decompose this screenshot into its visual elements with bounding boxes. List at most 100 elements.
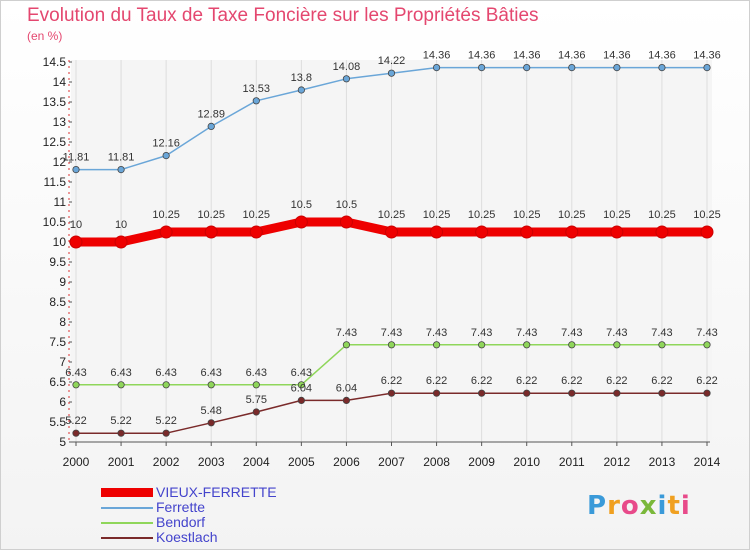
y-tick-label: 8.5: [49, 295, 66, 309]
x-tick-label: 2005: [288, 455, 315, 469]
data-point: [565, 225, 579, 239]
data-label: 10: [70, 219, 82, 231]
data-label: 14.08: [333, 61, 361, 73]
data-label: 14.36: [468, 50, 496, 62]
data-label: 13.8: [291, 72, 312, 84]
data-point: [613, 63, 621, 72]
data-label: 10.25: [468, 209, 496, 221]
x-tick-label: 2000: [63, 455, 90, 469]
data-point: [703, 63, 711, 72]
data-label: 14.22: [378, 55, 406, 67]
legend-swatch: [101, 537, 153, 539]
data-point: [658, 63, 666, 72]
data-label: 6.22: [516, 375, 537, 387]
data-label: 6.22: [426, 375, 447, 387]
data-label: 11.81: [63, 152, 90, 164]
y-tick-label: 8: [59, 315, 66, 329]
data-label: 5.48: [201, 405, 222, 417]
data-point: [69, 235, 83, 249]
data-label: 10.25: [152, 209, 180, 221]
data-point: [475, 225, 489, 239]
data-point: [523, 341, 531, 349]
data-label: 7.43: [471, 327, 492, 339]
data-point: [568, 389, 576, 397]
chart-title: Evolution du Taux de Taxe Foncière sur l…: [27, 5, 539, 26]
data-point: [252, 381, 260, 389]
data-label: 6.43: [291, 367, 312, 379]
data-point: [703, 341, 711, 349]
data-label: 6.43: [65, 367, 86, 379]
y-tick-label: 7: [59, 355, 66, 369]
data-point: [117, 381, 125, 389]
data-label: 5.22: [155, 415, 176, 427]
data-point: [342, 75, 351, 83]
x-tick-label: 2003: [198, 455, 225, 469]
data-point: [703, 389, 711, 397]
x-tick-label: 2011: [559, 455, 585, 469]
data-label: 10.5: [336, 199, 357, 211]
data-label: 12.89: [197, 108, 225, 120]
data-point: [610, 225, 624, 239]
data-point: [568, 341, 576, 349]
data-label: 14.36: [423, 50, 451, 62]
data-point: [252, 97, 260, 105]
data-point: [478, 63, 486, 72]
data-point: [162, 381, 170, 389]
data-label: 5.75: [246, 394, 267, 406]
data-point: [613, 389, 621, 397]
y-tick-label: 11.5: [44, 175, 67, 189]
data-label: 6.04: [291, 382, 312, 394]
data-label: 6.22: [471, 375, 492, 387]
y-tick-label: 13.5: [43, 95, 67, 109]
x-tick-label: 2004: [243, 455, 270, 469]
data-label: 7.43: [336, 327, 357, 339]
y-tick-label: 6.5: [49, 375, 66, 389]
logo-letter: r: [607, 491, 621, 521]
data-point: [432, 341, 441, 349]
data-point: [249, 225, 263, 239]
data-label: 14.36: [558, 50, 586, 62]
data-point: [297, 86, 305, 94]
data-point: [117, 166, 125, 174]
data-point: [520, 225, 534, 239]
data-label: 10.5: [291, 199, 312, 211]
logo-letter: x: [639, 491, 658, 521]
data-label: 6.43: [110, 367, 131, 379]
data-point: [297, 381, 305, 389]
data-point: [204, 225, 218, 239]
y-tick-label: 9.5: [49, 255, 66, 269]
data-label: 12.16: [152, 138, 180, 150]
data-point: [432, 389, 441, 397]
legend-label: Koestlach: [156, 529, 218, 545]
data-point: [385, 225, 398, 239]
data-point: [523, 63, 531, 72]
data-point: [207, 381, 215, 389]
data-point: [658, 341, 666, 349]
legend-swatch: [101, 522, 153, 524]
data-point: [114, 235, 128, 249]
data-point: [72, 166, 80, 174]
data-label: 6.22: [561, 375, 582, 387]
data-point: [117, 429, 125, 437]
legend-label: Bendorf: [156, 514, 206, 530]
data-point: [297, 396, 305, 404]
y-tick-label: 5.5: [49, 415, 66, 429]
y-tick-label: 6: [59, 395, 66, 409]
data-point: [478, 389, 486, 397]
data-label: 6.43: [246, 367, 267, 379]
data-label: 10.25: [513, 209, 541, 221]
unit-label: (en %): [27, 29, 63, 43]
data-point: [162, 152, 170, 160]
data-label: 7.43: [516, 327, 537, 339]
data-point: [655, 225, 669, 239]
data-label: 6.22: [696, 375, 717, 387]
logo-letter: t: [667, 491, 681, 521]
logo-letter: i: [657, 491, 668, 521]
data-label: 6.22: [606, 375, 627, 387]
data-point: [700, 225, 714, 239]
data-label: 10: [115, 219, 127, 231]
x-tick-label: 2001: [108, 455, 135, 469]
data-label: 14.36: [513, 50, 541, 62]
